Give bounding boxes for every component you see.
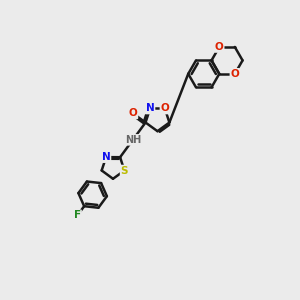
- Text: O: O: [160, 103, 169, 113]
- Text: N: N: [146, 103, 154, 113]
- Text: N: N: [102, 152, 110, 162]
- Text: F: F: [74, 210, 81, 220]
- Text: S: S: [121, 166, 128, 176]
- Text: O: O: [129, 108, 137, 118]
- Text: NH: NH: [125, 135, 141, 145]
- Text: O: O: [230, 69, 239, 79]
- Text: O: O: [215, 42, 224, 52]
